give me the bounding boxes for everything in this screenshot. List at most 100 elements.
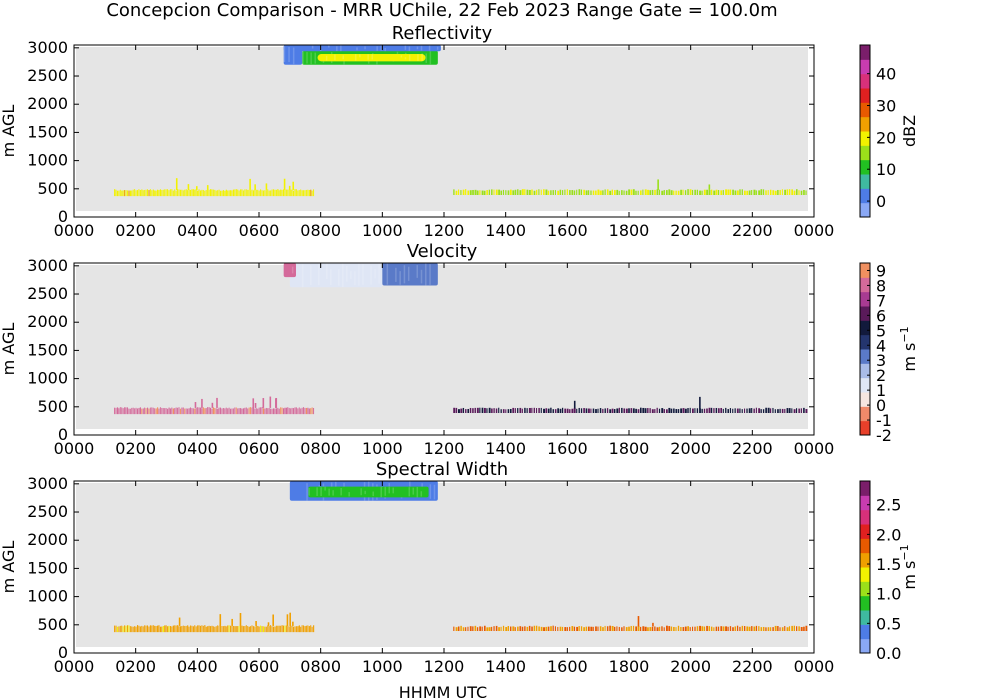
echo-texture (334, 54, 336, 61)
band-segment (165, 189, 167, 197)
band-segment (251, 407, 253, 415)
band-segment (167, 408, 169, 415)
band-segment (280, 407, 282, 415)
band-segment (788, 189, 791, 196)
band-segment (191, 189, 193, 197)
band-segment (590, 626, 593, 632)
band-segment (290, 189, 292, 197)
band-segment (164, 189, 166, 197)
band-segment (486, 190, 488, 196)
band-segment (699, 625, 702, 632)
x-tick-label: 0400 (177, 657, 218, 676)
band-segment (696, 626, 699, 632)
band-segment (512, 190, 515, 196)
band-segment (741, 189, 743, 196)
band-segment (303, 190, 305, 197)
band-segment (175, 625, 177, 633)
echo-texture (317, 263, 320, 286)
band-segment (552, 625, 554, 632)
band-segment (122, 626, 124, 633)
band-segment (692, 626, 694, 632)
y-axis-label: m AGL (0, 541, 18, 594)
band-spike (283, 178, 286, 190)
band-segment (453, 626, 455, 632)
band-segment (592, 408, 595, 414)
band-segment (564, 189, 566, 196)
band-segment (805, 190, 807, 196)
band-segment (720, 407, 723, 414)
colorbar-segment (860, 581, 870, 597)
echo-texture (408, 54, 411, 61)
band-segment (729, 189, 732, 196)
band-segment (261, 190, 263, 197)
band-segment (684, 408, 687, 414)
band-segment (262, 408, 265, 415)
band-segment (122, 190, 124, 197)
band-segment (189, 189, 191, 197)
band-segment (722, 408, 724, 414)
band-segment (538, 407, 540, 414)
band-segment (457, 409, 460, 414)
band-segment (658, 189, 660, 196)
band-segment (680, 627, 682, 632)
band-segment (796, 189, 798, 196)
band-spike (201, 398, 203, 408)
x-tick-label: 0400 (177, 221, 218, 240)
band-segment (772, 190, 775, 196)
band-segment (281, 189, 283, 197)
band-segment (191, 625, 193, 633)
band-segment (675, 409, 678, 414)
band-segment (308, 626, 310, 633)
band-segment (656, 627, 659, 632)
band-segment (635, 190, 637, 196)
band-segment (741, 625, 744, 632)
band-segment (639, 626, 642, 632)
band-segment (250, 626, 252, 633)
band-segment (734, 626, 736, 632)
band-segment (131, 407, 133, 415)
band-segment (587, 190, 590, 196)
band-segment (267, 189, 269, 197)
band-segment (796, 626, 798, 632)
band-segment (264, 190, 266, 197)
colorbar-tick-label: 6 (876, 306, 886, 325)
band-segment (500, 626, 502, 632)
echo-texture (291, 266, 294, 274)
band-segment (751, 408, 753, 414)
band-segment (535, 408, 538, 414)
band-segment (241, 189, 243, 197)
band-segment (225, 189, 227, 197)
band-segment (474, 625, 477, 632)
band-segment (692, 408, 694, 414)
band-segment (507, 409, 510, 414)
band-segment (472, 408, 474, 414)
band-segment (777, 189, 779, 196)
band-segment (191, 408, 193, 415)
band-segment (465, 627, 467, 632)
band-segment (668, 626, 671, 632)
band-segment (119, 625, 121, 633)
echo-texture (288, 47, 290, 63)
band-segment (132, 626, 134, 633)
band-segment (161, 407, 163, 415)
x-tick-label: 0000 (54, 439, 95, 458)
y-tick-label: 500 (37, 615, 68, 634)
band-segment (258, 626, 260, 633)
band-segment (661, 408, 664, 414)
band-segment (212, 626, 214, 633)
band-segment (257, 408, 259, 415)
band-segment (718, 626, 720, 632)
band-segment (609, 625, 611, 632)
band-segment (194, 189, 196, 197)
band-segment (628, 408, 630, 414)
band-segment (135, 407, 137, 415)
band-segment (552, 190, 554, 196)
band-segment (280, 189, 282, 197)
band-segment (187, 190, 189, 197)
band-segment (649, 190, 652, 196)
colorbar-tick-label: 2.0 (876, 525, 901, 544)
band-spike (194, 402, 197, 408)
band-segment (205, 189, 207, 197)
band-segment (774, 625, 777, 632)
band-segment (161, 626, 163, 633)
